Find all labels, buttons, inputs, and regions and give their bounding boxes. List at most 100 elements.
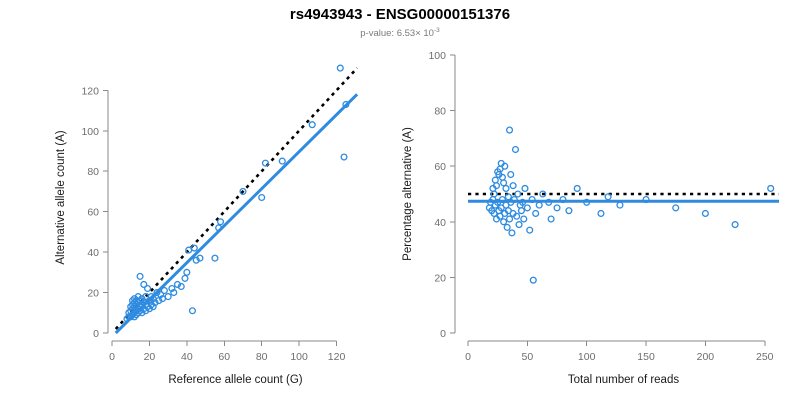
data-point <box>500 218 508 226</box>
y-axis-tick-label: 40 <box>87 247 99 259</box>
data-point <box>181 274 189 282</box>
x-axis-tick-label: 0 <box>109 351 115 363</box>
left-panel-scatter: 0 20 40 60 80 100 120 0 20 40 60 80 100 120 Reference … <box>55 64 359 386</box>
x-axis-tick-label: 0 <box>465 351 471 363</box>
data-point <box>196 254 204 262</box>
data-point <box>767 184 775 192</box>
data-point <box>514 190 522 198</box>
y-axis-tick-label: 0 <box>93 328 99 340</box>
fit-line <box>114 93 359 335</box>
data-point <box>164 293 172 301</box>
data-point <box>559 196 567 204</box>
data-point <box>731 221 739 229</box>
data-point <box>545 198 553 206</box>
data-point <box>211 254 219 262</box>
data-point <box>583 198 591 206</box>
x-axis-title: Total number of reads <box>568 374 679 386</box>
data-point <box>153 289 161 297</box>
data-point <box>123 315 131 323</box>
data-point <box>528 196 536 204</box>
data-point <box>147 293 155 301</box>
data-point <box>278 157 286 165</box>
data-point <box>547 215 555 223</box>
y-axis-tick-label: 0 <box>440 328 446 340</box>
data-point <box>192 256 200 264</box>
x-axis-tick-label: 20 <box>144 351 156 363</box>
y-axis-title: Alternative allele count (A) <box>55 130 67 264</box>
y-axis-tick-label: 80 <box>87 166 99 178</box>
y-axis-tick-label: 20 <box>87 288 99 300</box>
y-axis-tick-label: 60 <box>87 207 99 219</box>
data-point <box>308 121 316 129</box>
data-point <box>526 226 534 234</box>
data-point <box>149 303 157 311</box>
data-point <box>672 204 680 212</box>
data-point <box>151 299 159 307</box>
data-point <box>183 268 191 276</box>
data-point <box>515 221 523 229</box>
data-point <box>597 209 605 218</box>
data-point <box>507 170 515 179</box>
x-axis-tick-label: 100 <box>578 351 596 363</box>
data-point <box>130 313 139 321</box>
x-axis-tick-label: 250 <box>756 351 774 363</box>
y-axis-tick-label: 40 <box>434 217 446 229</box>
data-point <box>155 297 163 305</box>
data-point <box>215 224 223 232</box>
data-point <box>147 301 155 309</box>
x-axis-tick-label: 120 <box>328 351 346 363</box>
data-point <box>168 284 176 293</box>
data-point <box>498 196 506 204</box>
data-point <box>173 280 182 289</box>
subtitle-pvalue-text: p-value: 6.53× 10 <box>360 28 434 39</box>
data-point <box>136 297 144 305</box>
data-point <box>509 182 517 190</box>
y-axis-tick-label: 120 <box>81 85 99 97</box>
data-point <box>140 280 148 289</box>
data-point <box>503 223 511 231</box>
data-point <box>510 196 518 204</box>
data-point <box>532 209 540 218</box>
data-point <box>523 204 531 212</box>
data-point <box>177 282 185 291</box>
data-point <box>535 201 543 209</box>
data-point <box>553 204 561 212</box>
x-axis-tick-label: 80 <box>256 351 268 363</box>
x-axis-tick-label: 100 <box>290 351 308 363</box>
data-point <box>519 198 527 206</box>
x-axis-tick-label: 200 <box>697 351 715 363</box>
data-point <box>144 284 152 293</box>
reference-dotted-line <box>114 67 359 330</box>
data-point <box>604 193 612 201</box>
data-point <box>160 286 168 295</box>
data-point <box>145 305 153 313</box>
x-axis-tick-label: 150 <box>637 351 655 363</box>
figure-title: rs4943943 - ENSG00000151376 <box>290 6 510 23</box>
y-axis-tick-label: 60 <box>434 161 446 173</box>
y-axis-tick-label: 100 <box>428 50 446 62</box>
data-point <box>573 184 581 192</box>
data-point <box>190 244 198 252</box>
data-point <box>520 215 528 223</box>
data-point <box>511 145 520 154</box>
data-point <box>134 293 142 301</box>
data-point <box>138 309 146 317</box>
data-point <box>157 291 165 299</box>
data-point <box>502 184 510 192</box>
data-point <box>136 272 144 280</box>
data-point <box>258 193 266 202</box>
data-point <box>340 153 348 161</box>
data-point <box>239 187 247 195</box>
data-point <box>134 309 142 317</box>
x-axis-title: Reference allele count (G) <box>168 374 302 386</box>
data-point <box>216 218 225 226</box>
data-point <box>504 193 512 201</box>
data-point <box>336 64 344 72</box>
data-point <box>492 182 501 190</box>
data-point <box>517 207 525 215</box>
subtitle-exponent: -3 <box>434 27 440 34</box>
data-point <box>342 100 350 109</box>
data-point <box>521 184 529 192</box>
data-point <box>539 190 547 198</box>
figure-subtitle: p-value: 6.53× 10-3 <box>360 27 440 39</box>
